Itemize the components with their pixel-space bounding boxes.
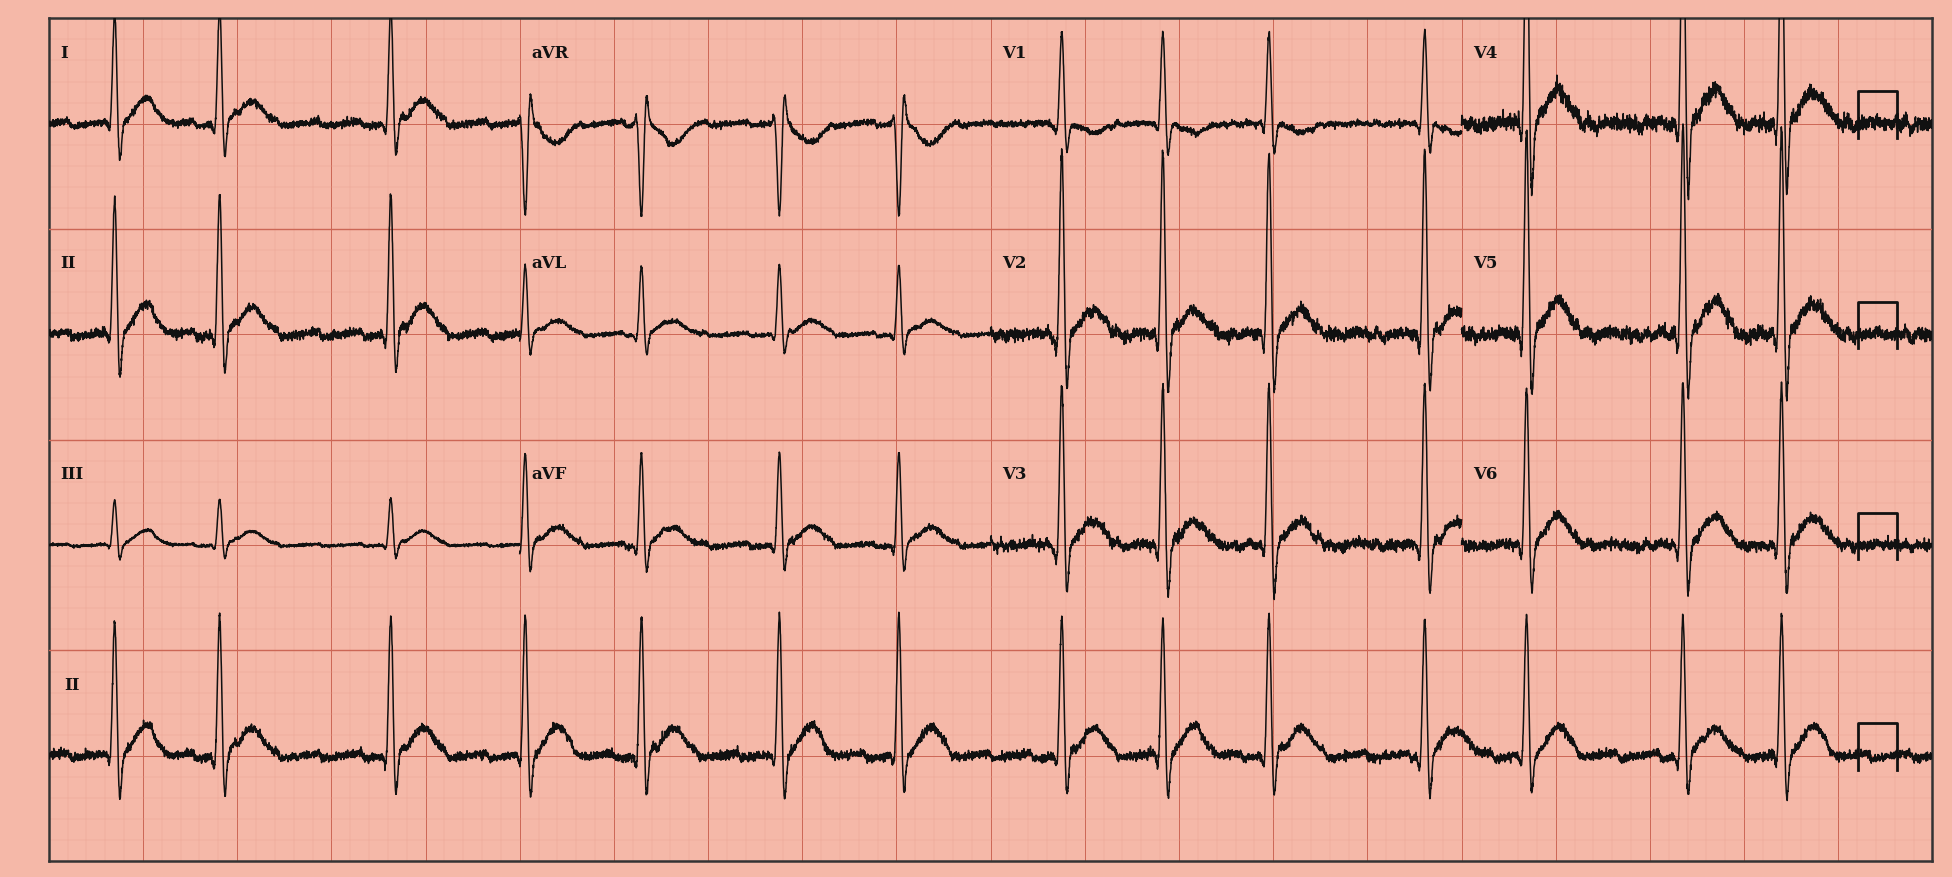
Text: aVL: aVL xyxy=(531,255,566,272)
Text: II: II xyxy=(64,676,80,693)
Text: V3: V3 xyxy=(1003,466,1027,482)
Text: V5: V5 xyxy=(1474,255,1497,272)
Text: aVF: aVF xyxy=(531,466,566,482)
Text: V2: V2 xyxy=(1003,255,1027,272)
Text: III: III xyxy=(61,466,84,482)
Text: I: I xyxy=(61,45,68,61)
Text: V6: V6 xyxy=(1474,466,1497,482)
Text: II: II xyxy=(61,255,76,272)
Text: aVR: aVR xyxy=(531,45,568,61)
Text: V4: V4 xyxy=(1474,45,1497,61)
Text: V1: V1 xyxy=(1003,45,1027,61)
